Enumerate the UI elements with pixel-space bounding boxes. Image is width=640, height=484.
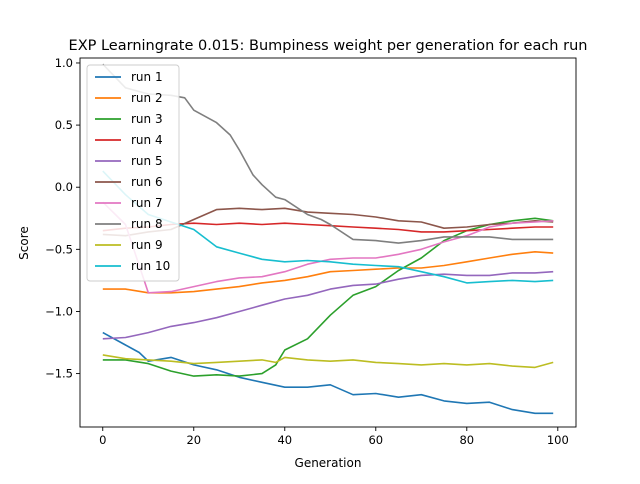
legend-label: run 2 xyxy=(131,91,163,105)
series-line-run-3 xyxy=(102,217,554,377)
legend: run 1 run 2 run 3 run 4 run 5 run 6 run 7 run 8… xyxy=(86,64,180,282)
axes: 0 20 40 60 80 100 −1.5 −1.0 −0.5 0.0 0.5 1.0 xyxy=(45,56,577,447)
x-tick-label: 40 xyxy=(277,433,292,447)
y-tick-label: 0.5 xyxy=(55,118,73,132)
series-line-run-9 xyxy=(102,354,554,369)
x-tick-label: 60 xyxy=(368,433,383,447)
series-line-run-7 xyxy=(102,201,554,294)
x-tick-label: 20 xyxy=(186,433,201,447)
y-tick-label: −1.5 xyxy=(45,367,73,381)
x-axis-label: Generation xyxy=(295,456,362,470)
y-axis-label: Score xyxy=(17,226,31,260)
axes-frame xyxy=(79,57,577,428)
series-line-run-5 xyxy=(102,270,554,340)
x-tick-label: 80 xyxy=(459,433,474,447)
y-tick-label: −1.0 xyxy=(45,304,73,318)
legend-label: run 8 xyxy=(131,217,163,231)
legend-label: run 1 xyxy=(131,70,163,84)
legend-label: run 10 xyxy=(131,259,170,273)
x-tick-label: 0 xyxy=(99,433,106,447)
x-tick-label: 100 xyxy=(547,433,569,447)
series-line-run-2 xyxy=(102,251,554,294)
legend-label: run 5 xyxy=(131,154,163,168)
legend-label: run 6 xyxy=(131,175,163,189)
y-tick-label: 1.0 xyxy=(55,56,73,70)
legend-label: run 3 xyxy=(131,112,163,126)
legend-label: run 9 xyxy=(131,238,163,252)
series-lines xyxy=(102,63,554,415)
series-line-run-1 xyxy=(102,331,554,415)
legend-label: run 7 xyxy=(131,196,163,210)
y-tick-label: −0.5 xyxy=(45,242,73,256)
legend-label: run 4 xyxy=(131,133,163,147)
series-line-run-8 xyxy=(102,63,554,244)
plot-area xyxy=(102,63,554,415)
y-tick-label: 0.0 xyxy=(55,180,73,194)
chart-title: EXP Learningrate 0.015: Bumpiness weight… xyxy=(69,38,588,54)
